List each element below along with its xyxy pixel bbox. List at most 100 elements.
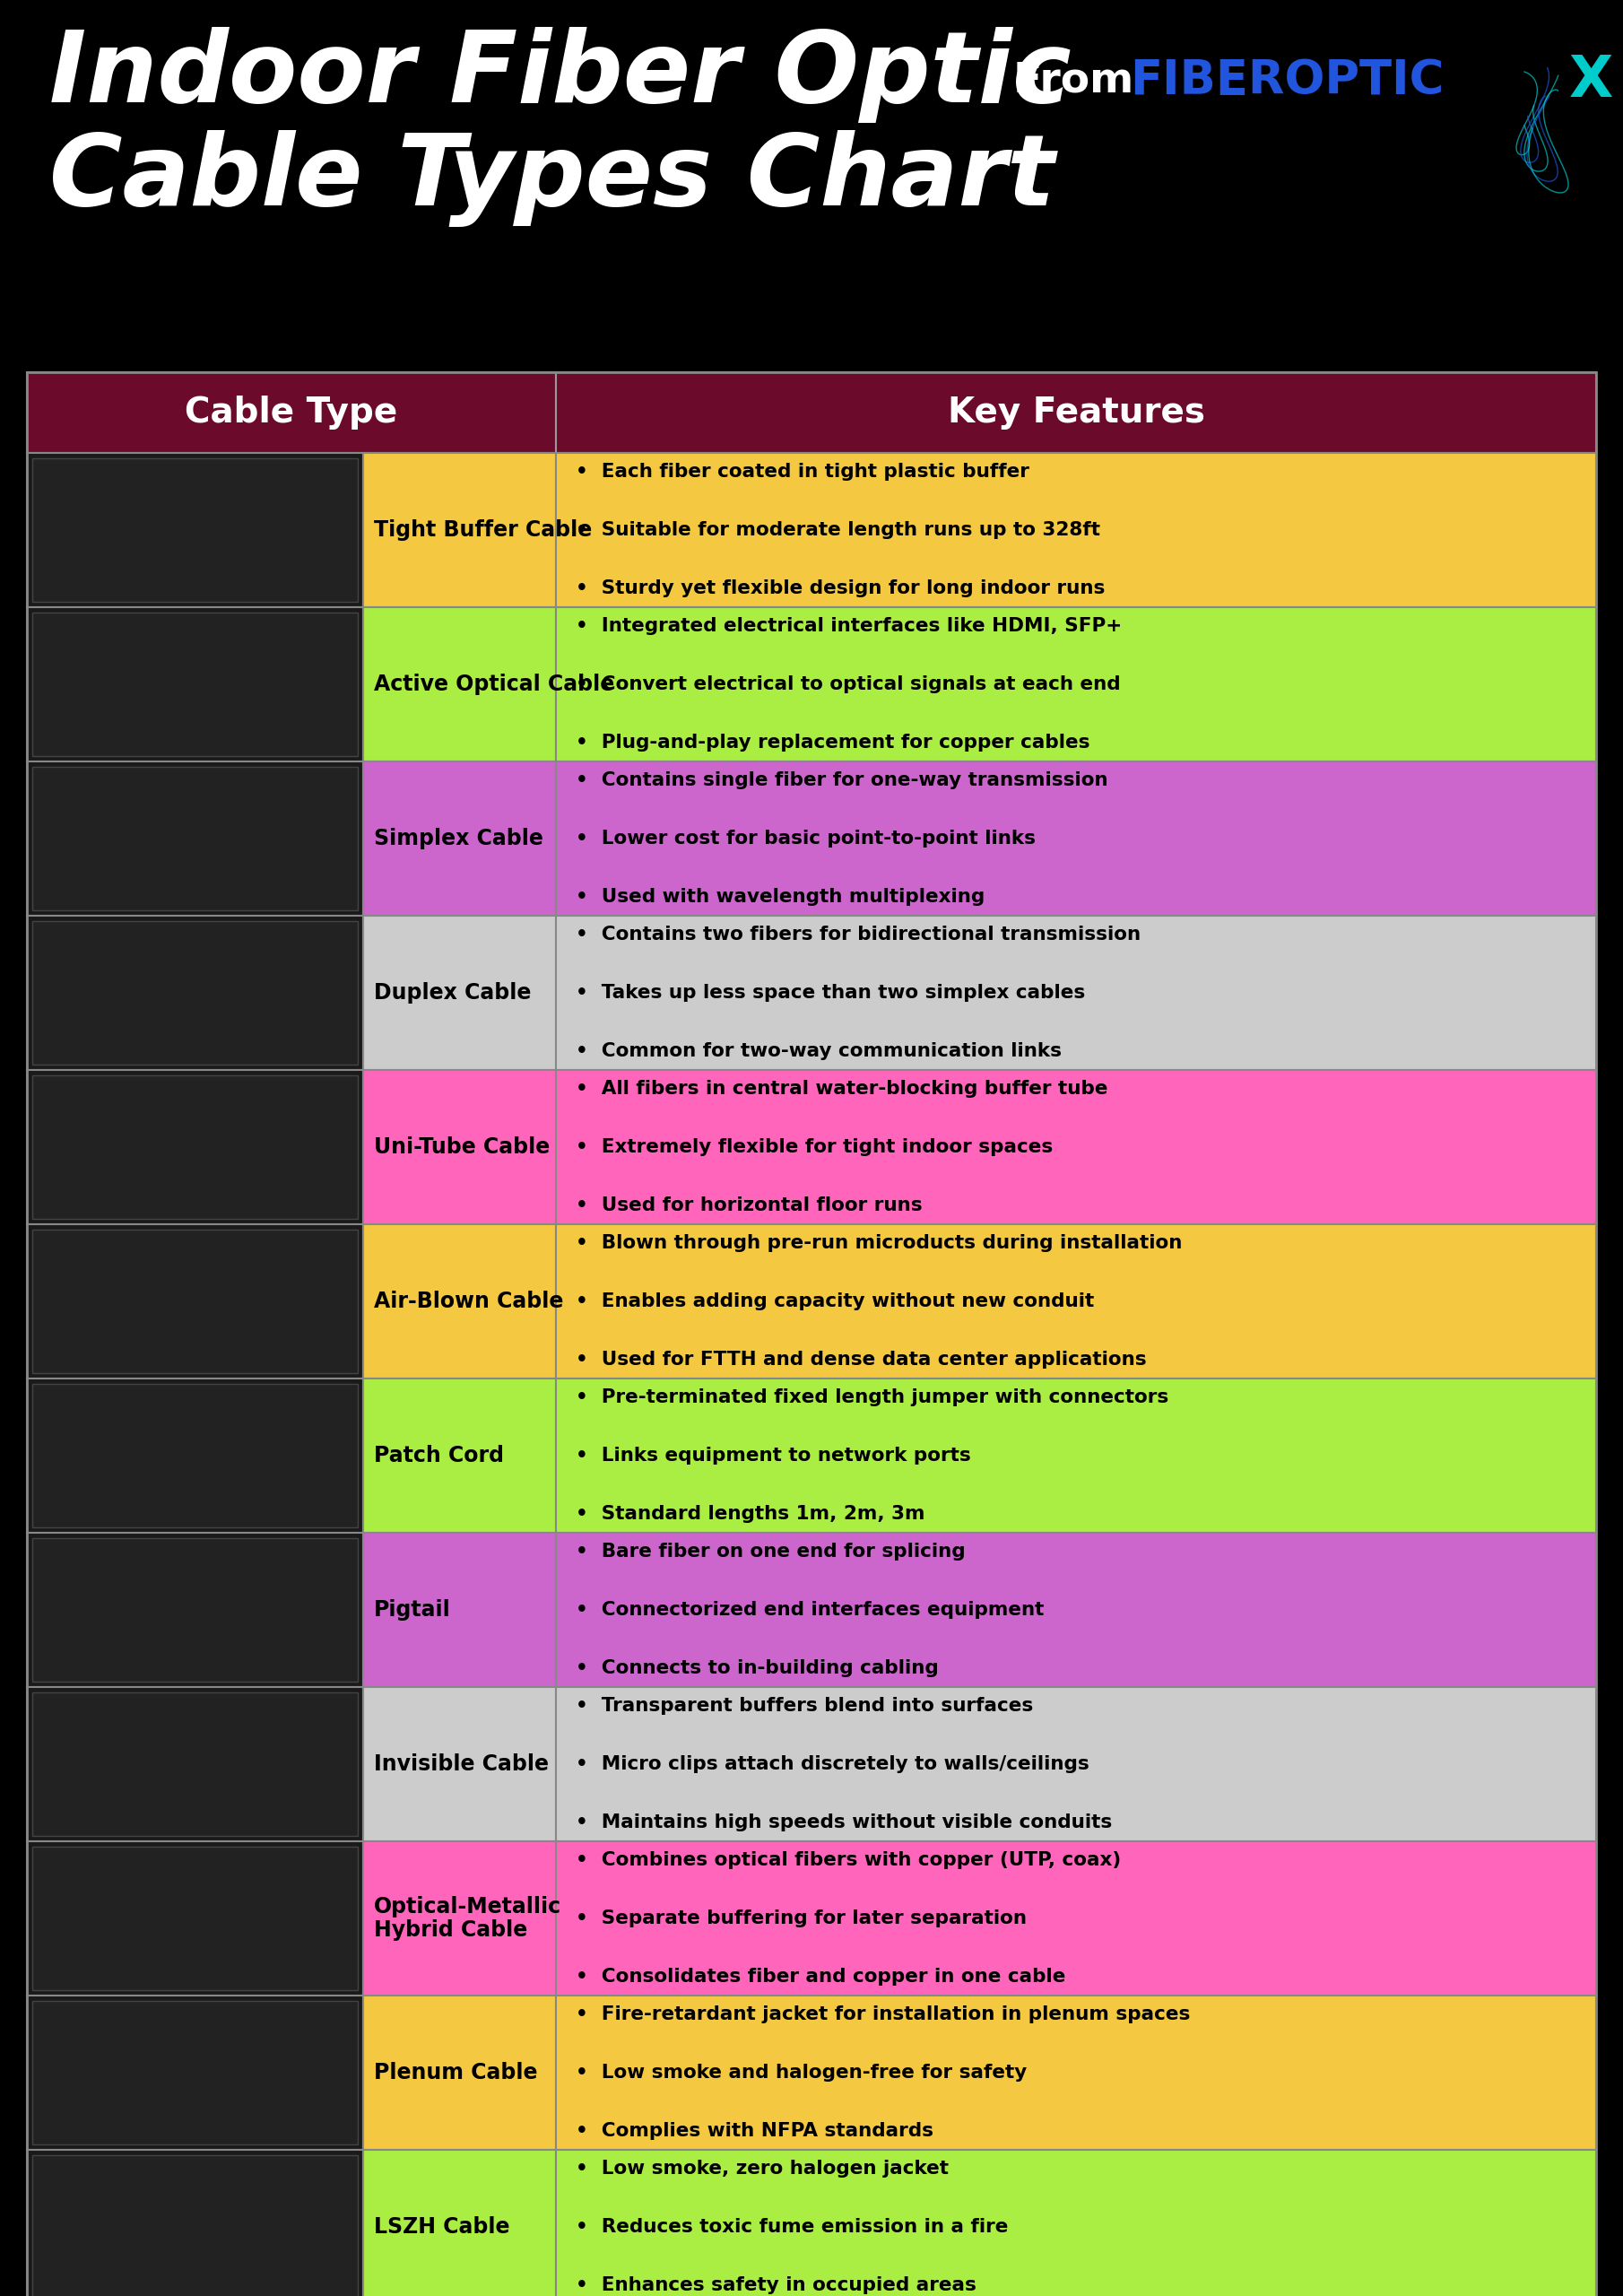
Text: •  Extremely flexible for tight indoor spaces: • Extremely flexible for tight indoor sp… [576, 1139, 1053, 1157]
FancyBboxPatch shape [32, 1075, 357, 1219]
Text: Simplex Cable: Simplex Cable [373, 829, 544, 850]
Text: •  Pre-terminated fixed length jumper with connectors: • Pre-terminated fixed length jumper wit… [576, 1389, 1169, 1405]
Text: Patch Cord: Patch Cord [373, 1444, 503, 1467]
FancyBboxPatch shape [32, 459, 357, 602]
FancyBboxPatch shape [28, 1378, 364, 1534]
Text: Plenum Cable: Plenum Cable [373, 2062, 537, 2082]
Text: From: From [1013, 60, 1164, 101]
Text: •  Separate buffering for later separation: • Separate buffering for later separatio… [576, 1910, 1027, 1926]
Text: Pigtail: Pigtail [373, 1598, 451, 1621]
Text: •  Connectorized end interfaces equipment: • Connectorized end interfaces equipment [576, 1600, 1044, 1619]
FancyBboxPatch shape [28, 1224, 364, 1378]
Text: •  Takes up less space than two simplex cables: • Takes up less space than two simplex c… [576, 985, 1086, 1001]
FancyBboxPatch shape [28, 372, 557, 452]
FancyBboxPatch shape [28, 1995, 364, 2149]
FancyBboxPatch shape [32, 1692, 357, 1837]
Text: •  Maintains high speeds without visible conduits: • Maintains high speeds without visible … [576, 1814, 1112, 1832]
Text: •  Contains two fibers for bidirectional transmission: • Contains two fibers for bidirectional … [576, 925, 1141, 944]
FancyBboxPatch shape [364, 1688, 557, 1841]
Text: LSZH Cable: LSZH Cable [373, 2216, 510, 2239]
FancyBboxPatch shape [364, 762, 557, 916]
Text: •  Standard lengths 1m, 2m, 3m: • Standard lengths 1m, 2m, 3m [576, 1506, 925, 1522]
FancyBboxPatch shape [364, 2149, 557, 2296]
FancyBboxPatch shape [28, 606, 364, 762]
Text: Cable Type: Cable Type [185, 395, 398, 429]
Text: •  Low smoke and halogen-free for safety: • Low smoke and halogen-free for safety [576, 2064, 1027, 2082]
Text: •  Common for two-way communication links: • Common for two-way communication links [576, 1042, 1061, 1061]
Text: •  Sturdy yet flexible design for long indoor runs: • Sturdy yet flexible design for long in… [576, 579, 1105, 597]
Text: Uni-Tube Cable: Uni-Tube Cable [373, 1137, 550, 1157]
Text: •  Plug-and-play replacement for copper cables: • Plug-and-play replacement for copper c… [576, 735, 1091, 751]
FancyBboxPatch shape [32, 1231, 357, 1373]
FancyBboxPatch shape [557, 1534, 1595, 1688]
FancyBboxPatch shape [557, 372, 1595, 452]
Text: Invisible Cable: Invisible Cable [373, 1754, 549, 1775]
FancyBboxPatch shape [557, 1378, 1595, 1534]
Text: •  Connects to in-building cabling: • Connects to in-building cabling [576, 1660, 938, 1678]
Text: •  Links equipment to network ports: • Links equipment to network ports [576, 1446, 971, 1465]
Text: Tight Buffer Cable: Tight Buffer Cable [373, 519, 592, 542]
FancyBboxPatch shape [557, 606, 1595, 762]
Text: •  Bare fiber on one end for splicing: • Bare fiber on one end for splicing [576, 1543, 966, 1561]
Text: •  Combines optical fibers with copper (UTP, coax): • Combines optical fibers with copper (U… [576, 1851, 1121, 1869]
FancyBboxPatch shape [32, 613, 357, 755]
Text: •  Suitable for moderate length runs up to 328ft: • Suitable for moderate length runs up t… [576, 521, 1100, 540]
FancyBboxPatch shape [32, 2156, 357, 2296]
FancyBboxPatch shape [28, 762, 364, 916]
Text: •  Consolidates fiber and copper in one cable: • Consolidates fiber and copper in one c… [576, 1968, 1066, 1986]
Text: •  Used for FTTH and dense data center applications: • Used for FTTH and dense data center ap… [576, 1350, 1146, 1368]
Text: Indoor Fiber Optic: Indoor Fiber Optic [49, 28, 1071, 124]
FancyBboxPatch shape [557, 1688, 1595, 1841]
FancyBboxPatch shape [364, 1534, 557, 1688]
Text: •  Used for horizontal floor runs: • Used for horizontal floor runs [576, 1196, 922, 1215]
Text: •  All fibers in central water-blocking buffer tube: • All fibers in central water-blocking b… [576, 1079, 1109, 1097]
FancyBboxPatch shape [28, 1070, 364, 1224]
Text: •  Integrated electrical interfaces like HDMI, SFP+: • Integrated electrical interfaces like … [576, 618, 1121, 634]
FancyBboxPatch shape [28, 2149, 364, 2296]
FancyBboxPatch shape [364, 1995, 557, 2149]
Text: Key Features: Key Features [948, 395, 1204, 429]
FancyBboxPatch shape [364, 1224, 557, 1378]
FancyBboxPatch shape [32, 1538, 357, 1681]
FancyBboxPatch shape [557, 762, 1595, 916]
Text: Hybrid Cable: Hybrid Cable [373, 1919, 527, 1940]
FancyBboxPatch shape [28, 1688, 364, 1841]
FancyBboxPatch shape [364, 916, 557, 1070]
FancyBboxPatch shape [557, 916, 1595, 1070]
FancyBboxPatch shape [28, 1534, 364, 1688]
Text: Cable Types Chart: Cable Types Chart [49, 131, 1055, 227]
FancyBboxPatch shape [364, 1070, 557, 1224]
Text: •  Enhances safety in occupied areas: • Enhances safety in occupied areas [576, 2278, 977, 2294]
FancyBboxPatch shape [32, 921, 357, 1065]
Text: •  Reduces toxic fume emission in a fire: • Reduces toxic fume emission in a fire [576, 2218, 1008, 2236]
Text: Optical-Metallic: Optical-Metallic [373, 1896, 562, 1917]
FancyBboxPatch shape [364, 1378, 557, 1534]
FancyBboxPatch shape [28, 916, 364, 1070]
FancyBboxPatch shape [32, 2000, 357, 2144]
Text: •  Used with wavelength multiplexing: • Used with wavelength multiplexing [576, 889, 985, 907]
Text: •  Blown through pre-run microducts during installation: • Blown through pre-run microducts durin… [576, 1233, 1182, 1251]
Text: Air-Blown Cable: Air-Blown Cable [373, 1290, 563, 1311]
Text: •  Micro clips attach discretely to walls/ceilings: • Micro clips attach discretely to walls… [576, 1754, 1089, 1773]
Text: FIBEROPTIC: FIBEROPTIC [1130, 57, 1444, 103]
FancyBboxPatch shape [28, 1841, 364, 1995]
Text: •  Low smoke, zero halogen jacket: • Low smoke, zero halogen jacket [576, 2158, 949, 2177]
FancyBboxPatch shape [364, 452, 557, 606]
Text: •  Transparent buffers blend into surfaces: • Transparent buffers blend into surface… [576, 1697, 1034, 1715]
Text: •  Convert electrical to optical signals at each end: • Convert electrical to optical signals … [576, 675, 1120, 693]
Text: •  Contains single fiber for one-way transmission: • Contains single fiber for one-way tran… [576, 771, 1109, 790]
Text: X: X [1569, 53, 1613, 108]
Text: •  Enables adding capacity without new conduit: • Enables adding capacity without new co… [576, 1293, 1094, 1311]
FancyBboxPatch shape [557, 1070, 1595, 1224]
Text: Duplex Cable: Duplex Cable [373, 983, 531, 1003]
Text: •  Fire-retardant jacket for installation in plenum spaces: • Fire-retardant jacket for installation… [576, 2004, 1190, 2023]
FancyBboxPatch shape [32, 1846, 357, 1991]
FancyBboxPatch shape [364, 606, 557, 762]
FancyBboxPatch shape [557, 452, 1595, 606]
FancyBboxPatch shape [32, 767, 357, 909]
Text: Active Optical Cable: Active Optical Cable [373, 673, 615, 696]
FancyBboxPatch shape [32, 1384, 357, 1527]
Text: •  Complies with NFPA standards: • Complies with NFPA standards [576, 2122, 933, 2140]
FancyBboxPatch shape [28, 452, 364, 606]
FancyBboxPatch shape [557, 1841, 1595, 1995]
